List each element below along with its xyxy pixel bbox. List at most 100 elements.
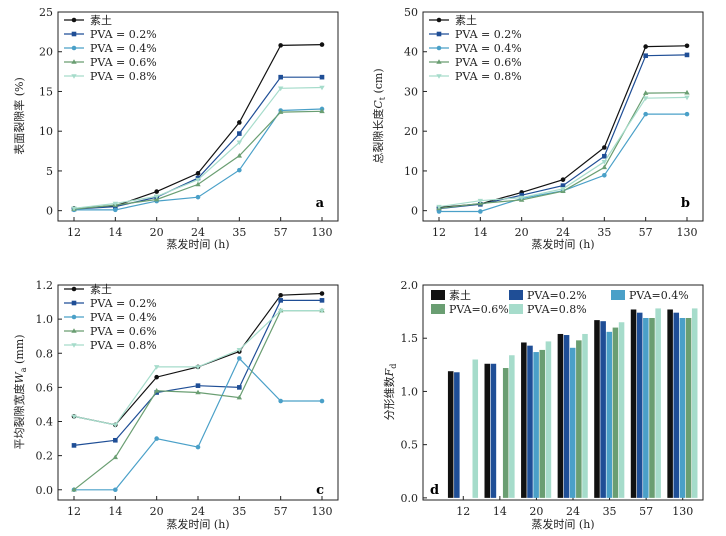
- x-axis-label-b: 蒸发时间 (h): [531, 237, 594, 251]
- x-tick-label: 20: [150, 505, 164, 518]
- y-axis-label-c-unit: (mm): [13, 334, 26, 367]
- x-tick-label: 35: [597, 226, 611, 239]
- y-tick-label: 1.2: [36, 279, 54, 292]
- legend-label-p02: PVA=0.2%: [527, 289, 587, 302]
- data-point: [319, 85, 325, 91]
- legend-c: 素土 PVA = 0.2% PVA = 0.4% PVA = 0.6% PVA: [64, 283, 157, 352]
- line-series-p06: [436, 89, 690, 211]
- legend-marker-triangle-down-icon: [436, 74, 442, 79]
- data-point: [195, 177, 201, 183]
- x-axis-ticks-d: 12 14 20 24 35 57 130: [456, 496, 693, 518]
- data-point: [277, 109, 284, 114]
- series-line: [73, 110, 323, 210]
- bar: [630, 309, 637, 498]
- legend-b-sutu: 素土: [429, 14, 477, 27]
- bar: [545, 341, 552, 498]
- bar-series-p06: [502, 317, 692, 498]
- x-axis-label-c: 蒸发时间 (h): [166, 517, 229, 531]
- data-point: [237, 131, 242, 136]
- data-point: [643, 111, 648, 117]
- x-tick-label: 24: [191, 505, 205, 518]
- data-point: [71, 414, 77, 420]
- data-point: [71, 206, 77, 212]
- data-point: [195, 171, 201, 176]
- legend-label-p06: PVA = 0.6%: [90, 325, 157, 338]
- y-axis-label-d-var: F: [383, 368, 396, 377]
- y-tick-label: 10: [39, 125, 53, 138]
- legend-marker-circle-icon: [71, 17, 77, 23]
- data-point: [154, 374, 159, 380]
- y-tick-label: 0.0: [401, 492, 419, 505]
- legend-label-p08: PVA = 0.8%: [455, 70, 522, 83]
- data-point: [113, 437, 118, 443]
- legend-swatch-p02: [509, 290, 523, 300]
- legend-marker-triangle-down-icon: [71, 74, 77, 79]
- x-tick-label: 14: [108, 505, 122, 518]
- data-point: [319, 298, 325, 303]
- bar: [636, 312, 643, 498]
- bar: [490, 363, 497, 498]
- legend-c-p06: PVA = 0.6%: [64, 325, 157, 338]
- x-tick-label: 57: [274, 226, 288, 239]
- y-tick-label: 10: [404, 165, 418, 178]
- x-tick-label: 14: [473, 226, 487, 239]
- panel-d: 0.0 0.5 1.0 1.5 2.0 12 14 20 24 35 57 130 蒸发时间 (h)…: [383, 279, 704, 531]
- legend-a-p06: PVA = 0.6%: [64, 56, 157, 69]
- legend-label-sutu: 素土: [449, 289, 471, 302]
- data-point: [642, 96, 649, 102]
- line-series-p08: [71, 308, 325, 428]
- y-axis-label-b-sub: t: [378, 96, 387, 100]
- y-tick-label: 0.0: [36, 484, 54, 497]
- data-point: [237, 356, 242, 361]
- data-point: [237, 385, 242, 390]
- y-tick-label: 40: [404, 46, 418, 59]
- x-tick-label: 20: [150, 226, 164, 239]
- panel-a: 0 5 10 15 20 25 12 14 20 24 35 57 130 蒸发时间 (h) 表面裂隙…: [12, 6, 339, 251]
- bar: [618, 322, 625, 498]
- legend-marker-circle-icon: [436, 45, 442, 51]
- data-point: [236, 153, 243, 158]
- x-tick-label: 12: [67, 505, 81, 518]
- y-tick-label: 15: [39, 85, 53, 98]
- y-axis-label-d: 分形维数Fd: [383, 364, 398, 421]
- bar: [600, 321, 606, 498]
- y-tick-label: 1.0: [401, 385, 419, 398]
- y-tick-label: 0.2: [36, 450, 54, 463]
- x-tick-label: 35: [232, 226, 246, 239]
- data-point: [236, 140, 243, 146]
- legend-label-p06: PVA=0.6%: [449, 303, 509, 316]
- data-point: [112, 201, 119, 207]
- legend-d-sutu: 素土: [431, 289, 471, 302]
- legend-b-p06: PVA = 0.6%: [429, 56, 522, 69]
- line-series-p02: [71, 74, 325, 212]
- bar: [539, 349, 546, 498]
- bar: [606, 331, 613, 498]
- x-tick-label: 20: [529, 505, 543, 518]
- y-tick-label: 20: [404, 125, 418, 138]
- y-tick-label: 0.6: [36, 381, 54, 394]
- data-point: [436, 204, 442, 210]
- bar-series-p04: [533, 317, 686, 498]
- bar: [679, 317, 686, 498]
- data-point: [643, 44, 648, 49]
- y-tick-label: 0.5: [401, 439, 419, 452]
- y-axis-label-b-main: 总裂隙长度: [371, 109, 385, 164]
- x-tick-label: 130: [672, 505, 693, 518]
- y-axis-label-d-sub: d: [389, 364, 398, 369]
- y-axis-label-c: 平均裂隙宽度Wa (mm): [12, 334, 28, 449]
- panel-label-b: b: [681, 196, 690, 211]
- data-point: [154, 436, 159, 441]
- x-tick-label: 35: [232, 505, 246, 518]
- data-point: [112, 454, 119, 460]
- y-tick-label: 0.8: [36, 347, 54, 360]
- y-tick-label: 2.0: [401, 279, 419, 292]
- x-tick-label: 24: [191, 226, 205, 239]
- bar: [685, 317, 692, 498]
- data-point: [195, 383, 201, 388]
- series-group-d: [447, 308, 698, 498]
- legend-label-p04: PVA=0.4%: [629, 289, 689, 302]
- bar: [447, 371, 454, 498]
- y-tick-label: 25: [39, 6, 53, 19]
- data-point: [319, 398, 325, 404]
- bar: [655, 308, 661, 498]
